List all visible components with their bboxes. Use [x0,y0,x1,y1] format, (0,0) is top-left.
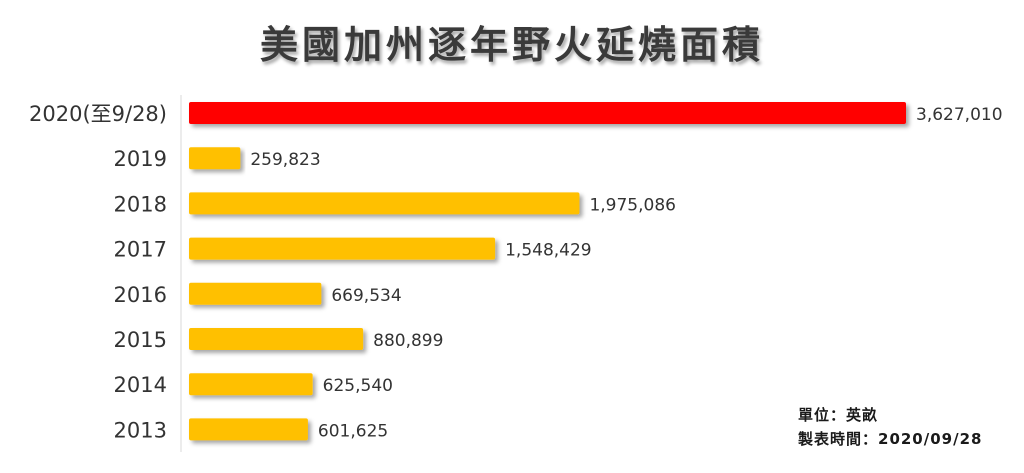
value-label: 3,627,010 [916,105,1003,125]
bar [189,102,906,124]
category-label: 2017 [114,238,167,262]
value-label: 1,975,086 [589,195,676,215]
value-label: 880,899 [373,331,443,351]
bar [189,282,322,305]
bar [189,418,308,441]
value-label: 259,823 [250,150,320,170]
category-label: 2013 [114,418,167,442]
bars-group: 2020(至9/28) 3,627,010 2019 259,823 2018 1,975… [29,102,1003,442]
bar [189,328,364,350]
category-label: 2014 [114,373,167,397]
category-label: 2016 [114,283,167,307]
value-label: 1,548,429 [505,241,592,261]
bar [189,147,241,170]
value-label: 625,540 [323,376,393,396]
value-label: 601,625 [318,421,388,441]
chart-title: 美國加州逐年野火延燒面積 [259,23,764,67]
bar [189,237,496,260]
bar [189,373,313,396]
category-label: 2018 [114,192,167,216]
category-label: 2019 [114,147,167,171]
unit-note: 單位：英畝 [798,406,879,424]
value-label: 669,534 [331,286,401,306]
date-note: 製表時間：2020/09/28 [798,430,983,448]
bar [189,192,580,215]
category-label: 2015 [114,328,167,352]
category-label: 2020(至9/28) [29,102,167,126]
